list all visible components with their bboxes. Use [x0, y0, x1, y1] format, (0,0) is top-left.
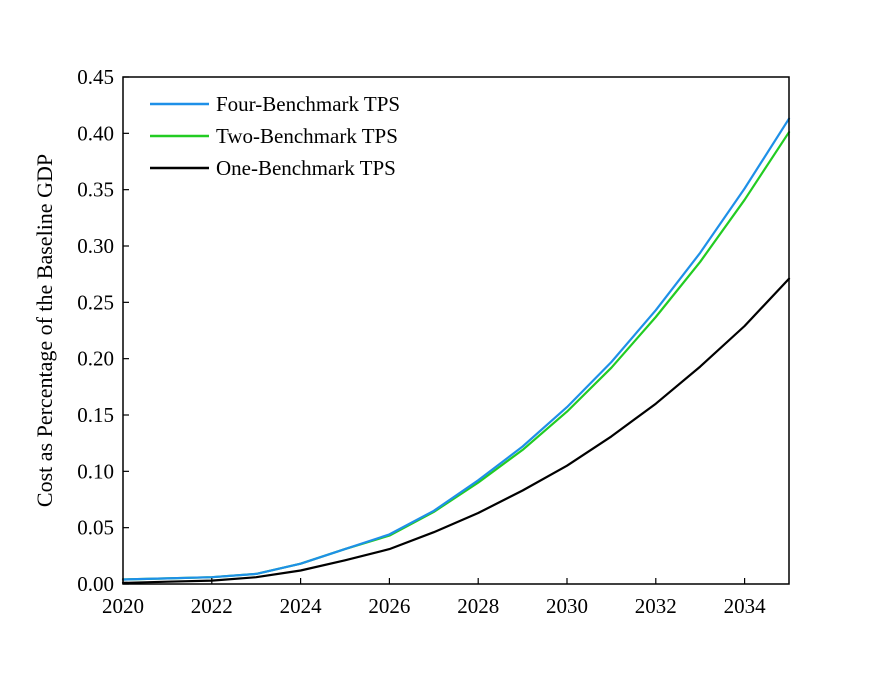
y-tick-label: 0.25 — [77, 290, 114, 314]
series-line-2 — [121, 131, 791, 581]
series-line-1 — [121, 117, 791, 581]
x-tick-label: 2024 — [280, 594, 323, 618]
y-tick-label: 0.15 — [77, 403, 114, 427]
y-tick-label: 0.30 — [77, 234, 114, 258]
x-tick-label: 2030 — [546, 594, 588, 618]
y-tick-label: 0.40 — [77, 121, 114, 145]
axis-ticks: 2020 2022 2024 2026 2028 2030 2032 2034 0.00 0.05… — [77, 65, 766, 618]
x-tick-label: 2028 — [457, 594, 499, 618]
legend-label: Two-Benchmark TPS — [216, 124, 398, 148]
series-lines — [121, 117, 791, 585]
y-tick-label: 0.20 — [77, 347, 114, 371]
x-tick-label: 2020 — [102, 594, 144, 618]
y-tick-label: 0.05 — [77, 516, 114, 540]
y-tick-label: 0.00 — [77, 572, 114, 596]
legend-label: One-Benchmark TPS — [216, 156, 396, 180]
x-tick-label: 2032 — [635, 594, 677, 618]
y-axis-title: Cost as Percentage of the Baseline GDP — [32, 154, 57, 507]
y-tick-label: 0.35 — [77, 178, 114, 202]
x-tick-label: 2034 — [724, 594, 767, 618]
x-tick-label: 2022 — [191, 594, 233, 618]
series-line-3 — [121, 277, 791, 585]
legend: Four-Benchmark TPS Two-Benchmark TPS One-B… — [150, 92, 400, 180]
y-tick-label: 0.10 — [77, 459, 114, 483]
y-tick-label: 0.45 — [77, 65, 114, 89]
x-tick-label: 2026 — [368, 594, 410, 618]
legend-label: Four-Benchmark TPS — [216, 92, 400, 116]
plot-area-frame — [122, 76, 790, 585]
